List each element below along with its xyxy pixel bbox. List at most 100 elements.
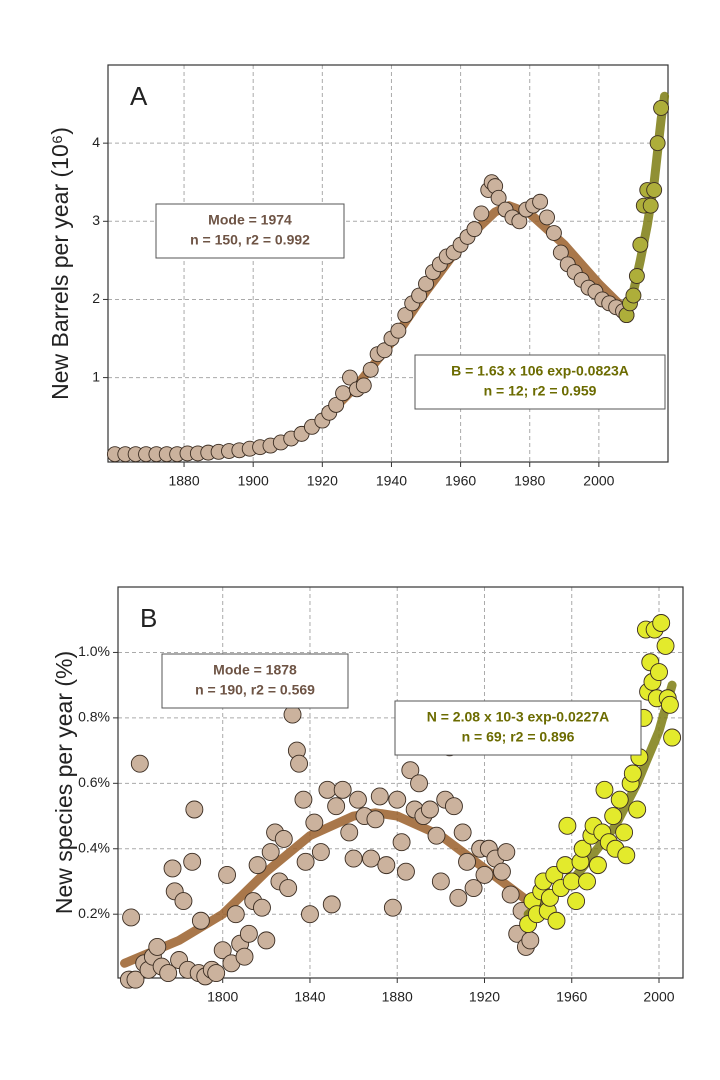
data-point: [159, 964, 178, 983]
data-point: [663, 728, 682, 747]
data-point: [327, 797, 346, 816]
data-point: [322, 895, 341, 914]
data-point: [290, 754, 309, 773]
data-point: [344, 849, 363, 868]
data-point: [349, 790, 367, 809]
data-point: [148, 937, 167, 956]
data-point: [595, 780, 614, 799]
data-point: [355, 377, 372, 394]
data-point: [318, 780, 337, 799]
x-tick-label: 1900: [238, 473, 269, 489]
y-tick-label: 2: [92, 290, 100, 306]
data-point: [411, 287, 428, 304]
data-point: [294, 790, 313, 809]
data-point: [274, 829, 293, 848]
y-tick-label: 4: [92, 134, 100, 150]
data-point: [431, 872, 450, 891]
data-point: [656, 636, 675, 655]
data-point: [615, 823, 634, 842]
data-point: [521, 931, 540, 950]
x-tick-label: 1920: [307, 473, 338, 489]
data-point: [185, 800, 204, 819]
data-point: [558, 816, 577, 835]
annotation-box: [155, 203, 345, 259]
annotation-text: Mode = 1974: [208, 212, 292, 228]
data-point: [401, 761, 420, 780]
data-point: [617, 846, 636, 865]
data-point: [573, 839, 592, 858]
data-point: [248, 856, 267, 875]
data-point: [283, 705, 302, 724]
data-point: [625, 287, 642, 304]
x-tick-label: 2000: [643, 989, 674, 1005]
data-point: [174, 892, 193, 911]
x-tick-label: 1920: [469, 989, 500, 1005]
data-point: [604, 807, 623, 825]
x-tick-label: 1800: [207, 989, 238, 1005]
data-point: [163, 859, 182, 878]
data-point: [388, 790, 407, 809]
data-point: [650, 663, 668, 682]
plot-frame: [117, 586, 684, 979]
data-point: [532, 193, 549, 210]
y-tick-label: 0.8%: [78, 709, 110, 725]
data-point: [539, 209, 555, 226]
y-tick-label: 0.4%: [78, 839, 110, 855]
y-axis-label: New Barrels per year (10⁶): [47, 127, 73, 400]
data-point: [218, 865, 237, 884]
data-point: [552, 244, 569, 261]
data-point: [390, 322, 407, 339]
y-tick-label: 1: [92, 368, 100, 384]
data-point: [122, 908, 141, 927]
data-point: [279, 879, 298, 897]
data-point: [235, 947, 254, 966]
data-point: [492, 862, 511, 881]
annotation-text: B = 1.63 x 106 exp-0.0823A: [451, 363, 629, 379]
y-tick-label: 0.2%: [78, 905, 110, 921]
data-point: [226, 905, 245, 924]
data-point: [328, 397, 345, 413]
data-point: [588, 856, 607, 875]
data-point: [623, 764, 642, 783]
x-tick-label: 2000: [583, 473, 614, 489]
data-point: [397, 307, 414, 324]
data-point: [376, 342, 393, 359]
data-point: [420, 800, 439, 819]
data-point: [333, 780, 352, 799]
data-point: [567, 892, 586, 911]
data-point: [444, 797, 463, 816]
data-point: [642, 197, 659, 214]
annotation-text: n = 69; r2 = 0.896: [462, 729, 575, 745]
data-point: [473, 205, 490, 222]
x-tick-label: 1880: [168, 473, 199, 489]
data-point: [464, 879, 483, 897]
data-point: [628, 268, 645, 284]
data-point: [207, 964, 226, 983]
data-point: [578, 872, 596, 891]
data-point: [183, 852, 202, 871]
annotation-text: n = 150, r2 = 0.992: [190, 232, 310, 248]
annotation-box: [414, 354, 666, 410]
x-tick-label: 1840: [294, 989, 325, 1005]
data-point: [191, 911, 210, 930]
data-point: [126, 970, 145, 989]
data-point: [632, 236, 649, 253]
annotation-text: N = 2.08 x 10-3 exp-0.0227A: [427, 709, 610, 725]
data-point: [660, 695, 679, 714]
data-point: [547, 911, 566, 930]
data-point: [253, 898, 271, 917]
data-point: [362, 361, 379, 378]
data-point: [556, 856, 575, 875]
data-point: [649, 135, 666, 152]
data-point: [453, 823, 472, 842]
panel-label: B: [140, 603, 157, 633]
y-tick-label: 1.0%: [78, 643, 110, 659]
data-point: [653, 100, 670, 116]
data-point: [418, 275, 434, 292]
y-axis-label: New species per year (%): [51, 651, 77, 914]
data-point: [335, 385, 352, 402]
data-point: [410, 774, 428, 793]
y-tick-label: 0.6%: [78, 774, 110, 790]
data-point: [362, 849, 381, 868]
data-point: [449, 888, 468, 907]
